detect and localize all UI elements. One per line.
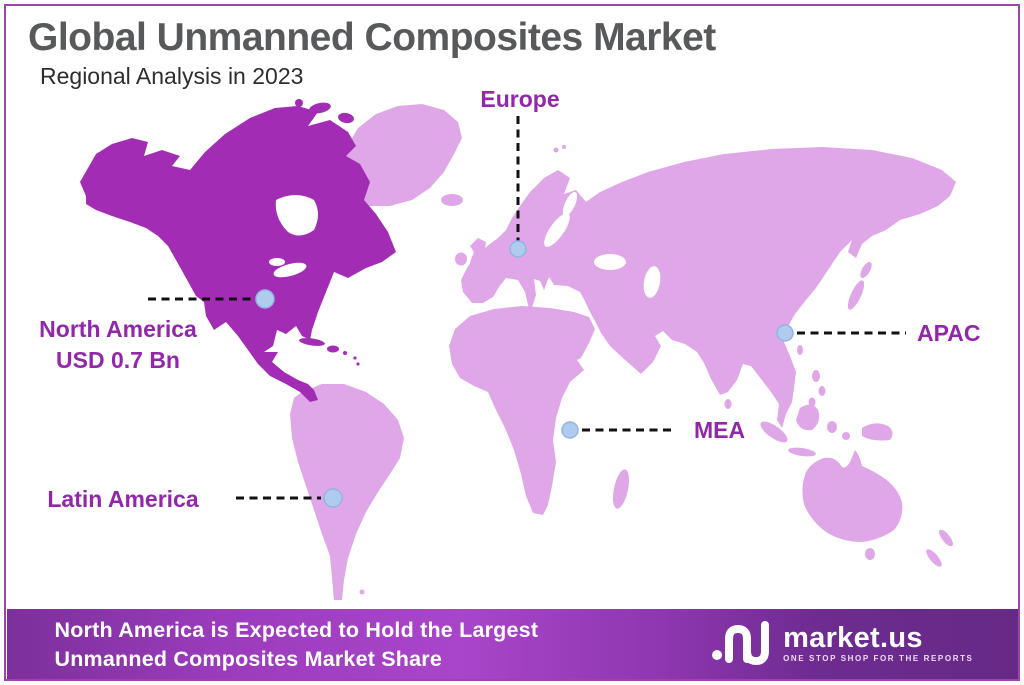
island-falkland [359,589,365,595]
island-puerto-rico [343,351,347,355]
island-svalbard [553,147,559,153]
caspian-sea [643,266,661,298]
island-ireland [455,252,467,266]
island-new-zealand-north [939,529,953,547]
great-lakes [273,262,307,278]
arctic-island-1 [309,102,331,114]
footer-headline-line1: North America is Expected to Hold the La… [54,617,539,642]
page-subtitle: Regional Analysis in 2023 [40,63,304,89]
label-north-america-value: USD 0.7 Bn [56,347,180,373]
island-svalbard-2 [562,145,566,149]
brand-name: market.us [783,621,923,654]
market-us-logo-icon [712,620,770,665]
hudson-bay [275,195,318,236]
island-hispaniola [327,345,339,353]
black-sea [594,254,626,270]
island-new-zealand-south [926,549,942,567]
island-new-guinea [862,423,893,441]
region-eurasia-shape [461,147,956,428]
arctic-island-2 [338,112,354,124]
marker-dot-europe [509,240,527,258]
label-mea: MEA [694,417,746,443]
island-greenland [340,104,462,206]
brand-logo: market.us ONE STOP SHOP FOR THE REPORTS [711,617,973,669]
island-iceland [441,194,463,206]
island-java [788,447,816,457]
region-north-america-shape [80,106,396,402]
island-taiwan [797,345,803,355]
marker-dot-mea [561,421,579,439]
marker-dot-latin-america [323,488,343,508]
island-antilles-1 [353,356,357,360]
island-philippines-2 [818,386,826,396]
island-japan-honshu [847,280,865,310]
label-apac: APAC [917,320,981,346]
brand-tagline: ONE STOP SHOP FOR THE REPORTS [783,653,974,663]
footer-headline-line2: Unmanned Composites Market Share [54,646,443,671]
label-north-america-name: North America [39,316,197,342]
marker-dot-north-america [255,289,275,309]
footer-headline: North America is Expected to Hold the La… [55,616,539,674]
island-philippines-3 [808,397,816,407]
page-title: Global Unmanned Composites Market [28,16,716,59]
gulf-of-bothnia [562,192,578,216]
label-north-america: North America USD 0.7 Bn [39,314,197,376]
great-lakes-2 [269,258,285,266]
island-philippines-1 [812,370,820,382]
marker-dot-apac [776,324,794,342]
label-latin-america: Latin America [47,486,199,512]
island-great-britain [470,238,488,270]
region-africa-shape [449,306,595,515]
baltic-sea [544,213,570,247]
island-madagascar [612,469,630,509]
label-europe: Europe [480,86,560,112]
island-maluku [842,432,850,440]
region-australia-shape [802,450,903,542]
island-antilles-2 [356,362,360,366]
island-borneo [796,404,820,431]
island-sulawesi [827,421,837,433]
island-sumatra [760,421,788,443]
region-south-america-shape [290,384,404,600]
island-tasmania [865,548,875,560]
brand-text: market.us ONE STOP SHOP FOR THE REPORTS [783,623,973,663]
island-cuba [299,338,325,346]
footer-banner: North America is Expected to Hold the La… [6,608,1018,679]
arctic-island-3 [295,99,303,107]
island-japan-hokkaido [860,261,872,279]
island-sri-lanka [724,399,732,409]
